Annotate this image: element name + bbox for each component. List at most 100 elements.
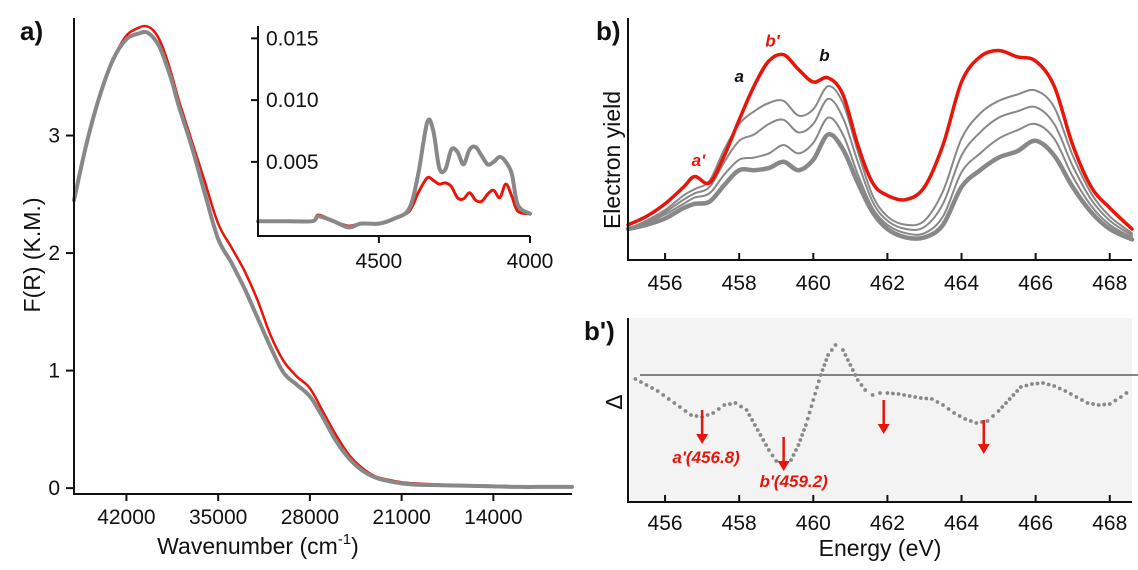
inset-background [256, 26, 532, 236]
panel-b-axes [627, 18, 1132, 261]
panel-bp-point [639, 380, 643, 384]
panel-bp-point [750, 418, 755, 422]
panel-a-ytick-label: 0 [48, 477, 60, 500]
panel-bp-xtick-label: 464 [944, 512, 979, 535]
panel-bp-point [755, 428, 760, 432]
panel-bp-point [1113, 398, 1118, 403]
panel-bp: b') a'(456.8) b'(459.2) 456 458 460 462 464 466… [584, 316, 1138, 561]
panel-bp-point [913, 395, 918, 399]
panel-bp-point [816, 379, 821, 384]
panel-bp-xtick-label: 458 [722, 512, 757, 535]
panel-bp-point [1068, 392, 1073, 396]
panel-bp-point [843, 353, 848, 357]
panel-b-xtick-label: 458 [722, 272, 757, 295]
panel-bp-point [907, 394, 912, 398]
panel-b-label: b) [596, 16, 621, 46]
inset-ytick-label: 0.005 [266, 151, 319, 174]
panel-bp-arrowhead [977, 444, 990, 454]
panel-bp-point [672, 401, 677, 405]
panel-b-annotation: b' [765, 31, 780, 50]
panel-bp-point [633, 377, 638, 381]
panel-a-xtick-label: 21000 [372, 506, 430, 529]
panel-b-annotation: b [819, 46, 829, 65]
panel-b-series-4 [626, 48, 1134, 231]
panel-a-xtick-label: 42000 [97, 506, 155, 529]
panel-bp-point [841, 348, 845, 352]
panel-b-annotation: a' [692, 151, 706, 170]
panel-bp-point [813, 391, 818, 396]
panel-bp-arrowhead [696, 434, 709, 444]
panel-bp-point [791, 453, 796, 457]
panel-bp-point [1046, 382, 1051, 387]
panel-bp-arrow-label: b'(459.2) [759, 472, 828, 491]
panel-b-xtick-label: 468 [1092, 272, 1127, 295]
panel-bp-axes [627, 318, 1132, 503]
panel-a-series-1 [72, 29, 574, 489]
panel-bp-arrowhead [877, 424, 890, 434]
panel-bp-point [694, 414, 699, 418]
panel-bp-point [1052, 384, 1057, 388]
panel-bp-point [716, 407, 721, 411]
panel-bp-point [1107, 402, 1112, 406]
panel-bp-point [853, 373, 858, 377]
inset-ytick-label: 0.015 [266, 27, 319, 50]
inset-series-1 [256, 117, 532, 230]
panel-bp-point [963, 417, 968, 421]
panel-bp-point [824, 358, 829, 362]
panel-bp-point [650, 386, 654, 390]
panel-bp-point [1007, 397, 1012, 401]
panel-b-plot: 456 458 460 462 464 466 468 a' b' a b [625, 31, 1135, 295]
panel-bp-point [770, 453, 775, 458]
panel-b-annotation: a [734, 67, 743, 86]
panel-bp-point [818, 373, 823, 377]
panel-bp-point [1063, 389, 1068, 393]
panel-bp-point [974, 421, 979, 425]
panel-bp-point [661, 393, 666, 397]
panel-bp-point [878, 391, 882, 395]
panel-b-series-0 [625, 132, 1135, 242]
panel-bp-point [1085, 401, 1090, 405]
panel-bp-point [766, 448, 771, 452]
panel-bp-point [1004, 401, 1008, 405]
panel-bp-point [753, 423, 757, 427]
panel-bp-point [683, 409, 688, 413]
panel-bp-point [845, 358, 850, 362]
panel-bp-point [870, 393, 875, 397]
panel-a-xtick-label: 28000 [281, 506, 339, 529]
panel-bp-point [744, 408, 749, 412]
panel-bp-point [896, 392, 901, 396]
panel-bp-background [630, 318, 1132, 502]
panel-bp-point [807, 410, 812, 415]
panel-a-ytick-label: 3 [48, 125, 60, 148]
panel-bp-point [946, 407, 951, 411]
panel-bp-point [1080, 398, 1084, 402]
panel-bp-point [798, 438, 803, 442]
panel-a-xlabel: Wavenumber (cm-1) [157, 531, 359, 559]
panel-bp-point [1074, 395, 1079, 399]
panel-bp-point [689, 413, 693, 417]
panel-bp-point [761, 438, 766, 442]
panel-bp-point [789, 458, 793, 462]
panel-bp-point [805, 416, 810, 421]
panel-bp-point [1000, 405, 1005, 409]
panel-b-ylabel: Electron yield [599, 91, 625, 229]
panel-b: b) 456 458 460 462 464 466 468 a' b' a b Electron … [596, 16, 1135, 295]
panel-bp-point [918, 396, 923, 400]
panel-bp-point [794, 448, 798, 452]
panel-bp-point [855, 378, 860, 382]
inset-plot: 4500 4000 0.005 0.010 0.015 [251, 27, 553, 273]
panel-b-xtick-label: 456 [648, 272, 683, 295]
panel-bp-point [820, 368, 825, 372]
panel-bp-point [885, 391, 890, 395]
panel-bp-point [733, 401, 738, 405]
panel-bp-point [764, 443, 768, 447]
panel-bp-point [800, 433, 805, 437]
panel-bp-arrow-label: a'(456.8) [672, 448, 740, 467]
panel-a-xtick-label: 35000 [189, 506, 247, 529]
panel-a-ytick-label: 1 [48, 360, 60, 383]
panel-bp-point [935, 400, 940, 404]
panel-bp-point [1030, 382, 1034, 386]
panel-bp-point [1102, 402, 1107, 407]
panel-a-xtick-label: 14000 [464, 506, 522, 529]
